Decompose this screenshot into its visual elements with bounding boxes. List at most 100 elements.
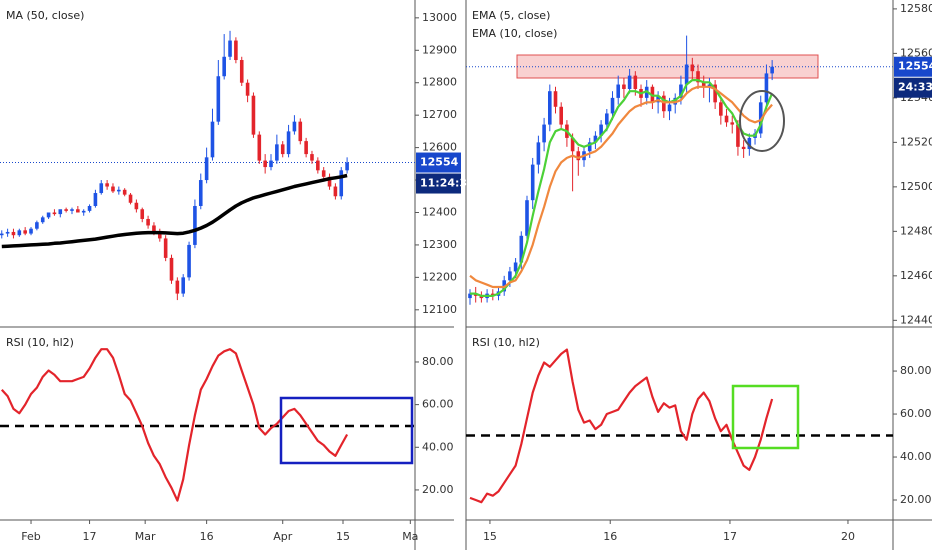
candle-body [99, 183, 104, 194]
y-tick-label: 12800 [422, 76, 457, 89]
candle-body [46, 212, 51, 218]
candle-body [622, 84, 626, 89]
legend-label: EMA (5, close) [472, 9, 550, 22]
candle-body [5, 231, 10, 234]
candle-body [105, 183, 109, 187]
y-tick-label: 40.00 [900, 450, 932, 463]
candle-body [70, 209, 74, 211]
candle-body [23, 230, 27, 234]
candle-body [333, 186, 338, 197]
candle-body [134, 202, 139, 210]
legend-label: RSI (10, hl2) [472, 336, 540, 349]
candle-body [679, 84, 683, 98]
candle-body [758, 102, 763, 134]
candle-body [316, 160, 320, 171]
countdown-label: 11:24:32 [420, 177, 475, 190]
y-tick-label: 12460 [900, 269, 932, 282]
y-tick-label: 12480 [900, 224, 932, 237]
candle-body [152, 225, 156, 232]
candle-body [627, 75, 632, 89]
candle-body [163, 238, 168, 258]
pane [0, 348, 415, 502]
candle-body [508, 271, 512, 281]
series-line [0, 348, 349, 502]
countdown-box [416, 173, 461, 194]
candle-body [111, 186, 115, 192]
candle-body [269, 160, 273, 168]
candle-body [513, 262, 518, 272]
legend-label: MA (50, close) [6, 9, 84, 22]
y-tick-label: 20.00 [422, 483, 454, 496]
candle-body [525, 200, 529, 236]
y-tick-label: 12580 [900, 2, 932, 15]
candle-body [52, 212, 57, 215]
candle-body [157, 231, 162, 239]
candle-body [222, 56, 226, 77]
candle-body [169, 257, 174, 281]
candle-body [193, 205, 197, 245]
candle-body [633, 75, 638, 89]
pane [466, 348, 893, 504]
y-tick-label: 80.00 [422, 355, 454, 368]
candle-body [181, 277, 186, 294]
y-tick-label: 80.00 [900, 364, 932, 377]
series-line [469, 85, 773, 289]
candle-body [707, 84, 712, 87]
pane [466, 35, 893, 305]
candle-body [304, 141, 308, 155]
series-line [470, 79, 774, 297]
x-tick-label: 17 [83, 530, 97, 543]
y-tick-label: 12600 [422, 141, 457, 154]
legend-label: EMA (10, close) [472, 27, 557, 40]
countdown-label: 24:33 [898, 81, 932, 94]
last-price-box [416, 152, 461, 173]
y-tick-label: 12100 [422, 303, 457, 316]
candle-body [747, 137, 752, 150]
candle-body [605, 113, 609, 125]
candle-body [58, 209, 63, 215]
candle-body [542, 124, 546, 143]
candle-body [667, 104, 672, 112]
y-tick-label: 60.00 [900, 407, 932, 420]
candle-body [553, 91, 558, 107]
x-tick-label: 16 [603, 530, 617, 543]
candle-body [128, 194, 133, 203]
legend-label: RSI (10, hl2) [6, 336, 74, 349]
candle-body [17, 230, 22, 236]
y-tick-label: 12440 [900, 313, 932, 326]
pane [0, 30, 415, 301]
candle-body [210, 121, 215, 158]
candle-body [321, 170, 326, 177]
candle-body [187, 244, 191, 278]
candle-body [216, 76, 221, 122]
y-tick-label: 12500 [900, 180, 932, 193]
candle-body [234, 40, 238, 61]
candle-body [696, 71, 700, 83]
candle-body [64, 209, 68, 211]
candle-body [198, 180, 203, 206]
x-tick-label: 20 [841, 530, 855, 543]
series-line [469, 348, 774, 504]
candle-body [593, 135, 598, 143]
candle-body [122, 189, 127, 195]
candle-body [40, 217, 45, 223]
candle-body [310, 154, 314, 161]
candle-body [117, 189, 121, 192]
candle-body [724, 115, 729, 123]
candle-body [530, 164, 535, 201]
last-price-label: 12554 [898, 60, 932, 73]
candle-body [76, 209, 80, 213]
y-tick-label: 12560 [900, 46, 932, 59]
x-tick-label: 15 [483, 530, 497, 543]
x-tick-label: 15 [336, 530, 350, 543]
candle-body [11, 231, 16, 236]
y-tick-label: 60.00 [422, 398, 454, 411]
highlight-circle [739, 90, 785, 152]
candle-body [339, 170, 344, 197]
candle-body [576, 151, 581, 161]
y-tick-label: 12300 [422, 238, 457, 251]
candle-body [536, 142, 541, 165]
candle-body [690, 64, 695, 72]
candle-body [29, 228, 33, 234]
